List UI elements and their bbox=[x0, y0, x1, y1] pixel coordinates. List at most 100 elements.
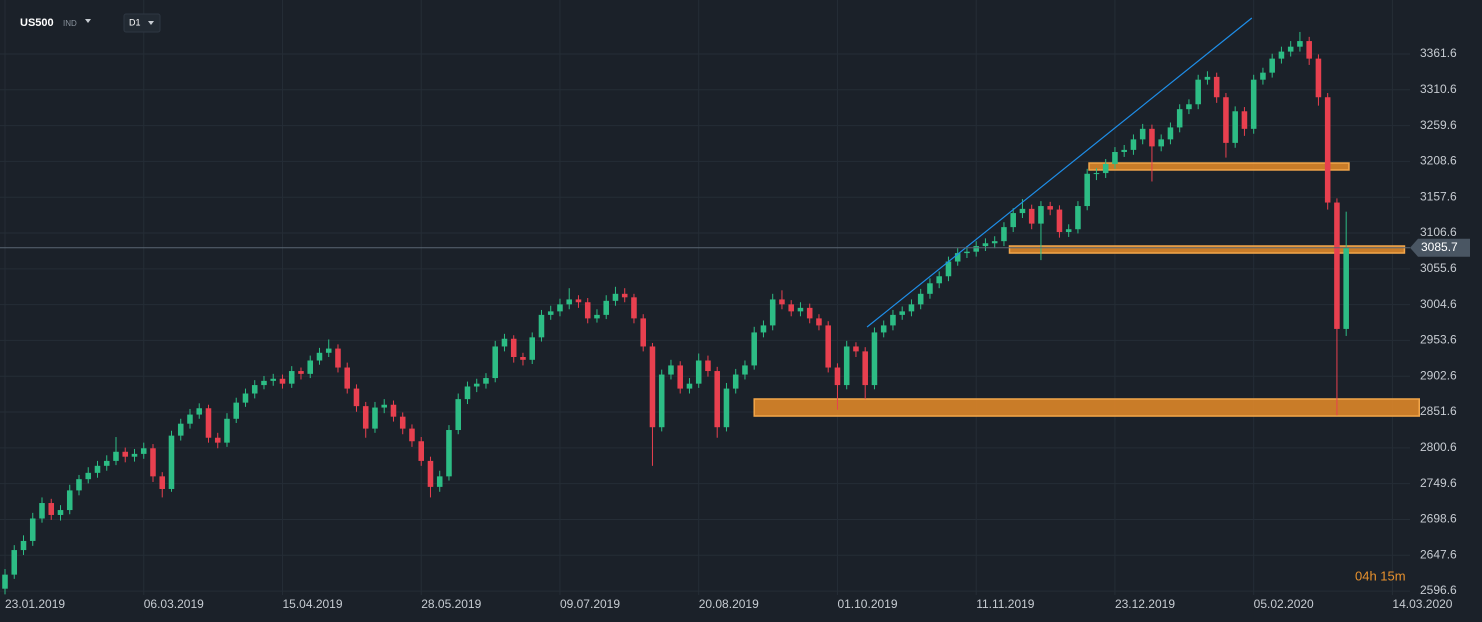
candle-body bbox=[316, 352, 323, 361]
candle-body bbox=[233, 402, 240, 419]
candle-body bbox=[140, 448, 147, 454]
y-tick-label: 2953.6 bbox=[1420, 333, 1457, 347]
x-tick-label: 01.10.2019 bbox=[837, 597, 897, 611]
candle-body bbox=[769, 299, 776, 326]
candle-body bbox=[566, 299, 572, 305]
candle-body bbox=[270, 378, 277, 381]
candle-body bbox=[362, 406, 369, 429]
candle-body bbox=[57, 510, 64, 515]
candle-body bbox=[991, 241, 998, 244]
candle-body bbox=[631, 297, 637, 319]
candle-body bbox=[1112, 151, 1118, 164]
timeframe[interactable]: D1 bbox=[129, 17, 141, 27]
candle-body bbox=[658, 374, 665, 428]
x-tick-label: 23.01.2019 bbox=[5, 597, 65, 611]
candle-body bbox=[1195, 79, 1201, 105]
candle-body bbox=[677, 365, 683, 389]
candle-body bbox=[261, 380, 267, 386]
candle-body bbox=[1186, 104, 1192, 110]
candle-body bbox=[1343, 247, 1349, 329]
candle-body bbox=[510, 338, 517, 357]
timer: 04h 15m bbox=[1355, 568, 1406, 583]
dropdown-arrow[interactable] bbox=[148, 21, 154, 25]
candle-body bbox=[816, 318, 822, 326]
dropdown-arrow[interactable] bbox=[85, 19, 91, 23]
candle-body bbox=[1047, 206, 1053, 210]
candle-body bbox=[575, 299, 582, 303]
y-tick-label: 2902.6 bbox=[1420, 368, 1457, 382]
y-tick-label: 3157.6 bbox=[1420, 189, 1457, 203]
candle-body bbox=[853, 346, 859, 352]
candle-body bbox=[1260, 72, 1266, 80]
candle-body bbox=[2, 574, 8, 589]
candle-body bbox=[1176, 109, 1183, 128]
candle-body bbox=[131, 453, 138, 457]
candle-body bbox=[1139, 128, 1146, 140]
y-tick-label: 3310.6 bbox=[1420, 82, 1457, 96]
candle-body bbox=[122, 451, 129, 457]
candle-body bbox=[917, 293, 924, 305]
candle-body bbox=[1084, 173, 1090, 207]
candle-body bbox=[205, 408, 212, 438]
x-tick-label: 06.03.2019 bbox=[144, 597, 204, 611]
candle-body bbox=[1019, 208, 1026, 214]
symbol[interactable]: US500 bbox=[20, 17, 54, 29]
candle-body bbox=[390, 404, 397, 417]
candle-body bbox=[168, 435, 175, 489]
y-tick-label: 2851.6 bbox=[1420, 404, 1457, 418]
candle-body bbox=[464, 386, 471, 400]
zones bbox=[753, 162, 1420, 417]
candle-body bbox=[1250, 79, 1257, 129]
candle-body bbox=[649, 346, 656, 428]
candle-body bbox=[982, 243, 989, 247]
candle-body bbox=[1297, 41, 1303, 47]
candle-body bbox=[48, 503, 55, 515]
candle-body bbox=[85, 472, 92, 480]
candle-body bbox=[113, 451, 119, 461]
candle-body bbox=[843, 346, 850, 386]
candle-body bbox=[1028, 208, 1035, 224]
candle-body bbox=[1223, 97, 1229, 143]
x-tick-label: 05.02.2020 bbox=[1254, 597, 1314, 611]
candle-body bbox=[1130, 139, 1137, 150]
candle-body bbox=[594, 314, 600, 319]
market: IND bbox=[63, 19, 77, 28]
y-tick-label: 2596.6 bbox=[1420, 583, 1457, 597]
candle-body bbox=[39, 503, 45, 519]
timeframe-box[interactable] bbox=[123, 13, 161, 33]
support-zone bbox=[1008, 245, 1406, 254]
candle-body bbox=[455, 399, 461, 431]
candle-body bbox=[1102, 163, 1109, 174]
y-tick-label: 3055.6 bbox=[1420, 261, 1457, 275]
y-tick-label: 3004.6 bbox=[1420, 297, 1457, 311]
candle-body bbox=[1075, 206, 1081, 230]
x-tick-label: 15.04.2019 bbox=[282, 597, 342, 611]
y-tick-label: 3361.6 bbox=[1420, 46, 1457, 60]
candle-body bbox=[335, 348, 341, 368]
candle-body bbox=[1001, 227, 1007, 242]
candle-body bbox=[177, 423, 184, 436]
candle-body bbox=[11, 550, 18, 575]
x-tick-label: 09.07.2019 bbox=[560, 597, 620, 611]
candle-body bbox=[1038, 206, 1044, 224]
candle-body bbox=[825, 325, 831, 368]
trend-line bbox=[866, 17, 1253, 328]
candle-body bbox=[603, 300, 609, 315]
candle-body bbox=[973, 246, 979, 252]
candle-body bbox=[529, 337, 535, 360]
candle-body bbox=[159, 476, 166, 489]
candle-body bbox=[307, 360, 314, 374]
candle-body bbox=[1093, 173, 1100, 175]
candle-body bbox=[1306, 41, 1312, 59]
candle-body bbox=[1121, 149, 1127, 152]
x-tick-label: 14.03.2020 bbox=[1392, 597, 1452, 611]
candle-body bbox=[964, 251, 970, 254]
candle-body bbox=[1287, 46, 1294, 52]
y-tick-label: 2749.6 bbox=[1420, 476, 1457, 490]
candle-body bbox=[779, 299, 785, 305]
candle-body bbox=[880, 325, 887, 333]
last-price-label: 3085.7 bbox=[1421, 240, 1458, 254]
candle-body bbox=[1334, 202, 1340, 329]
